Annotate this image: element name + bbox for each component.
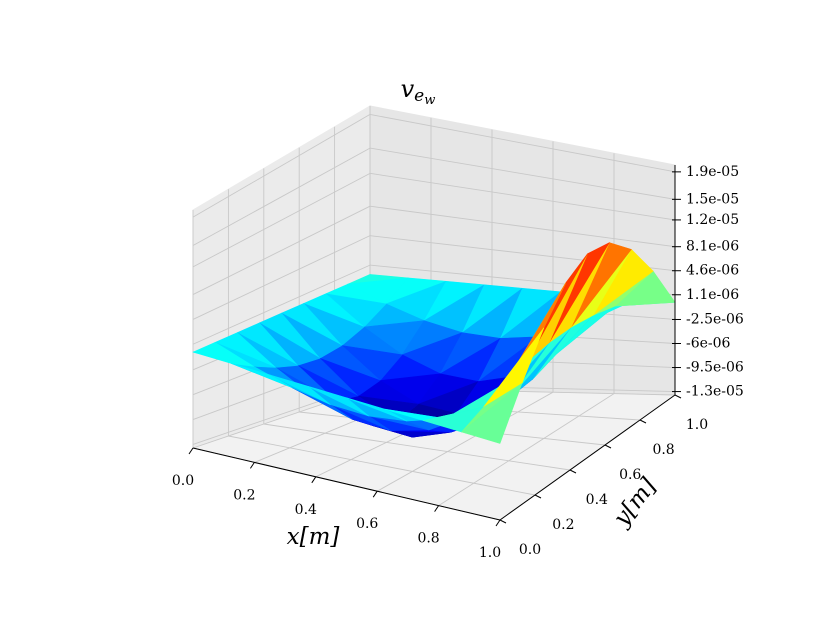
x-tick-mark xyxy=(495,519,501,527)
x-tick-label: 0.2 xyxy=(233,487,255,503)
z-grid-line xyxy=(192,264,371,345)
z-grid-line xyxy=(369,205,676,248)
y-tick-label: 1.0 xyxy=(686,417,708,433)
y-grid-line xyxy=(263,423,571,471)
z-tick-label: 4.6e-06 xyxy=(686,263,739,279)
x-tick-label: 1.0 xyxy=(479,545,501,561)
z-tick-label: -6e-06 xyxy=(686,336,731,352)
z-grid-line xyxy=(192,235,371,320)
z-grid-line xyxy=(369,147,676,200)
z-tick-label: 1.9e-05 xyxy=(686,164,739,180)
z-tick-label: 1.1e-06 xyxy=(686,287,739,303)
x-axis-line xyxy=(192,447,501,521)
surface-facet xyxy=(307,385,369,417)
y-tick-label: 0.4 xyxy=(586,492,608,508)
x-tick-label: 0.4 xyxy=(295,502,317,518)
z-tick-label: -9.5e-06 xyxy=(686,360,744,376)
y-tick-mark xyxy=(639,419,647,424)
x-tick-mark xyxy=(434,505,440,512)
y-tick-label: 0.2 xyxy=(552,517,574,533)
surface-facet xyxy=(231,363,293,388)
z-tick-label: 1.2e-05 xyxy=(686,212,739,228)
x-tick-mark xyxy=(188,447,194,455)
z-grid-line xyxy=(192,205,371,295)
title-sub: e xyxy=(414,86,424,106)
y-tick-mark xyxy=(499,519,507,524)
z-grid-line xyxy=(369,113,676,173)
x-grid-line xyxy=(376,391,554,492)
y-axis-line xyxy=(499,394,676,521)
y-grid-line xyxy=(228,435,536,496)
x-grid-line xyxy=(438,393,615,506)
z-tick-label: 8.1e-06 xyxy=(686,239,739,255)
y-tick-label: 0.8 xyxy=(652,442,674,458)
surface-facet xyxy=(346,397,408,422)
x-tick-label: 0.6 xyxy=(356,516,378,532)
y-tick-mark xyxy=(604,444,612,449)
z-tick-label: -1.3e-05 xyxy=(686,384,744,400)
axes: 0.0 0.2 0.4 0.6 0.8 1.0 0.0 0.2 0.4 0.6 0.8 1.0 -1.3… xyxy=(172,164,744,561)
x-axis-label: x[m] xyxy=(287,524,340,550)
x-tick-mark xyxy=(372,490,378,498)
y-tick-label: 0.0 xyxy=(519,542,541,558)
x-tick-label: 0.0 xyxy=(172,473,194,489)
z-grid-line xyxy=(369,172,676,221)
z-grid-line xyxy=(192,172,371,268)
title-main: v xyxy=(401,75,415,103)
y-tick-mark xyxy=(674,394,682,399)
z-tick-label: 1.5e-05 xyxy=(686,191,739,207)
z-tick-label: -2.5e-06 xyxy=(686,311,744,327)
y-tick-mark xyxy=(569,469,577,474)
surface-facet xyxy=(192,351,254,367)
y-tick-mark xyxy=(534,494,542,499)
title-subsub: w xyxy=(424,93,435,108)
chart-title: vew xyxy=(401,75,436,108)
surface xyxy=(192,242,676,444)
z-grid-line xyxy=(192,114,371,218)
surface-facet xyxy=(269,374,331,405)
surface-facet xyxy=(461,383,523,444)
x-tick-mark xyxy=(249,462,255,469)
x-tick-mark xyxy=(311,476,317,484)
z-grid-line xyxy=(192,147,371,246)
x-tick-label: 0.8 xyxy=(417,531,439,547)
y-tick-label: 0.6 xyxy=(619,467,641,483)
